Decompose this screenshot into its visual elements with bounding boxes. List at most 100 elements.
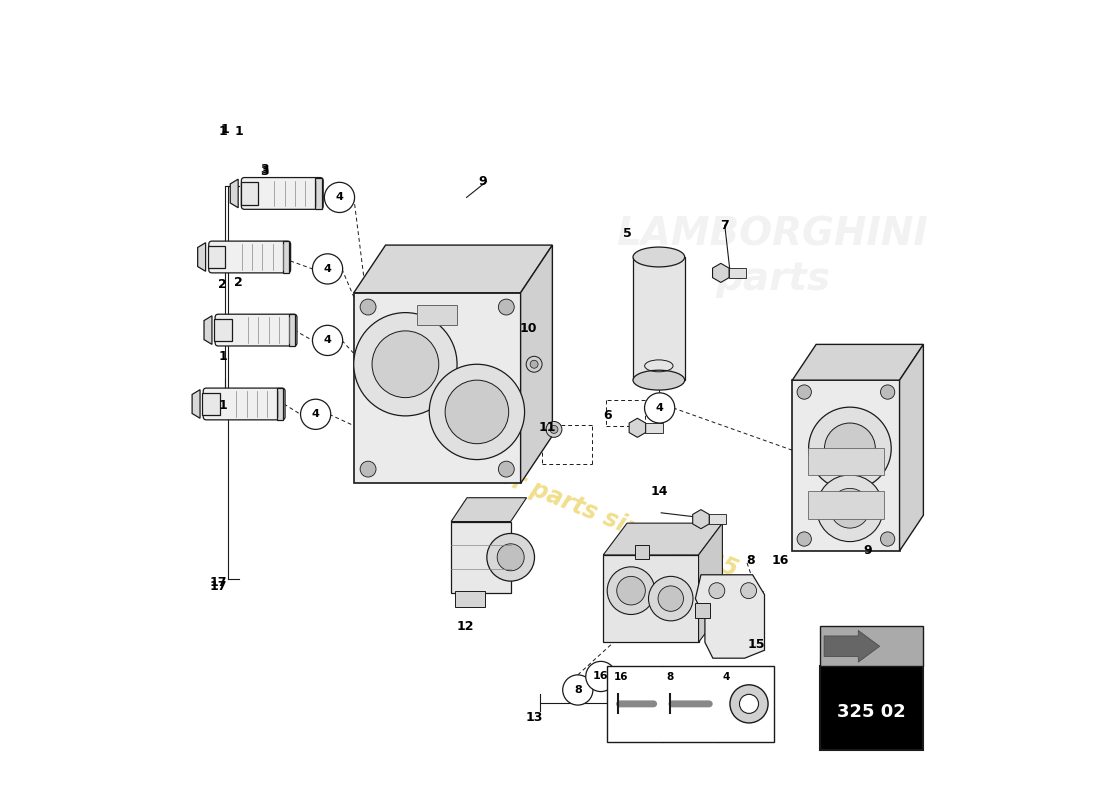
Polygon shape xyxy=(603,523,723,555)
Text: 2: 2 xyxy=(234,276,243,289)
Text: 4: 4 xyxy=(323,264,331,274)
Bar xyxy=(208,246,226,268)
Polygon shape xyxy=(695,574,764,658)
Bar xyxy=(241,182,258,205)
Text: 8: 8 xyxy=(667,673,674,682)
FancyBboxPatch shape xyxy=(241,178,323,210)
Polygon shape xyxy=(693,510,710,529)
Circle shape xyxy=(798,385,812,399)
Bar xyxy=(808,491,883,519)
Bar xyxy=(283,241,289,273)
Text: 4: 4 xyxy=(656,403,663,413)
Polygon shape xyxy=(520,245,552,483)
Text: 325 02: 325 02 xyxy=(837,703,906,721)
Circle shape xyxy=(498,299,515,315)
Circle shape xyxy=(649,576,693,621)
Text: 10: 10 xyxy=(520,322,537,335)
Circle shape xyxy=(880,532,894,546)
Polygon shape xyxy=(354,245,552,293)
Text: a passion for parts since 1985: a passion for parts since 1985 xyxy=(359,409,741,582)
Text: 4: 4 xyxy=(323,335,331,346)
Circle shape xyxy=(880,385,894,399)
Circle shape xyxy=(526,356,542,372)
Polygon shape xyxy=(713,263,729,282)
Circle shape xyxy=(816,475,883,542)
Bar xyxy=(821,626,923,666)
Circle shape xyxy=(607,567,654,614)
Text: 6: 6 xyxy=(603,410,612,422)
Circle shape xyxy=(550,426,558,434)
Text: 1: 1 xyxy=(218,350,227,363)
Circle shape xyxy=(808,407,891,490)
Text: 16: 16 xyxy=(593,671,608,682)
Circle shape xyxy=(497,544,525,571)
Bar xyxy=(821,666,923,750)
Text: 11: 11 xyxy=(539,422,557,434)
Circle shape xyxy=(740,582,757,598)
Bar xyxy=(214,319,232,342)
Bar xyxy=(808,448,883,475)
Circle shape xyxy=(354,313,458,416)
Text: 4: 4 xyxy=(311,410,320,419)
Circle shape xyxy=(360,299,376,315)
Text: 1: 1 xyxy=(218,399,227,412)
Ellipse shape xyxy=(632,370,684,390)
Text: 1: 1 xyxy=(221,123,230,136)
Text: 8: 8 xyxy=(746,554,755,567)
Circle shape xyxy=(324,182,354,213)
Text: 17: 17 xyxy=(209,576,227,590)
Circle shape xyxy=(708,582,725,598)
Bar xyxy=(316,178,321,210)
Circle shape xyxy=(585,662,616,691)
Circle shape xyxy=(546,422,562,438)
Circle shape xyxy=(830,488,870,528)
Bar xyxy=(451,522,510,593)
Text: 3: 3 xyxy=(260,165,268,178)
Polygon shape xyxy=(824,630,880,662)
Circle shape xyxy=(739,694,759,714)
Text: 17: 17 xyxy=(209,580,227,593)
Text: 9: 9 xyxy=(478,175,487,188)
Bar xyxy=(603,555,698,642)
Text: 4: 4 xyxy=(723,673,729,682)
Bar xyxy=(277,388,284,420)
Text: 1: 1 xyxy=(234,125,243,138)
Bar xyxy=(455,591,485,607)
Polygon shape xyxy=(198,242,206,271)
Circle shape xyxy=(563,675,593,705)
Circle shape xyxy=(658,586,683,611)
Text: 16: 16 xyxy=(614,673,628,682)
Circle shape xyxy=(360,461,376,477)
FancyBboxPatch shape xyxy=(216,314,297,346)
Circle shape xyxy=(730,685,768,723)
Circle shape xyxy=(530,360,538,368)
Bar xyxy=(354,293,520,483)
Text: LAMBORGHINI
parts: LAMBORGHINI parts xyxy=(616,216,928,298)
Text: 3: 3 xyxy=(260,163,268,176)
Text: 14: 14 xyxy=(650,485,668,498)
Circle shape xyxy=(312,254,343,284)
Text: 9: 9 xyxy=(864,545,872,558)
Text: 15: 15 xyxy=(748,638,766,651)
Circle shape xyxy=(645,393,674,423)
Bar xyxy=(607,666,774,742)
Polygon shape xyxy=(192,390,200,418)
Text: 12: 12 xyxy=(456,620,474,633)
Polygon shape xyxy=(900,344,923,551)
Bar xyxy=(792,380,900,551)
Bar xyxy=(708,514,726,524)
Bar xyxy=(417,305,458,325)
Circle shape xyxy=(312,326,343,355)
Bar xyxy=(646,423,663,433)
Circle shape xyxy=(372,331,439,398)
Text: 1: 1 xyxy=(218,125,227,138)
Bar xyxy=(289,314,296,346)
Circle shape xyxy=(446,380,508,444)
Bar xyxy=(635,545,649,559)
Text: 7: 7 xyxy=(720,218,729,232)
Circle shape xyxy=(300,399,331,430)
Polygon shape xyxy=(792,344,923,380)
Polygon shape xyxy=(451,498,527,522)
Text: 16: 16 xyxy=(772,554,789,567)
Text: 8: 8 xyxy=(574,685,582,695)
